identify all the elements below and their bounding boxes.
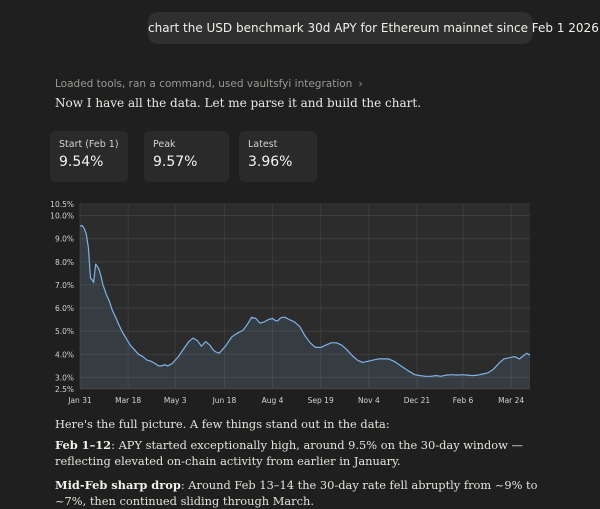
y-tick-label: 9.0% <box>55 235 74 244</box>
detail-paragraph-feb: Feb 1–12: APY started exceptionally high… <box>55 437 555 469</box>
apy-area <box>80 225 530 389</box>
x-tick-label: Sep 19 <box>308 396 334 405</box>
y-tick-label: 5.0% <box>55 327 74 336</box>
tools-summary-label: Loaded tools, ran a command, used vaults… <box>55 77 353 90</box>
apy-line <box>79 224 531 377</box>
apy-chart-svg: 2.5% 3.0% 4.0% 5.0% 6.0% 7.0% 8.0% 9.0% 10.0% 10.… <box>50 200 531 405</box>
y-tick-label: 10.5% <box>50 200 74 209</box>
x-tick-label: Jan 31 <box>67 396 92 405</box>
summary-paragraph: Here's the full picture. A few things st… <box>55 416 555 432</box>
y-tick-label: 8.0% <box>55 258 74 267</box>
stat-card-peak: Peak 9.57% <box>144 131 229 182</box>
y-tick-label: 7.0% <box>55 281 74 290</box>
stat-label: Peak <box>153 139 176 150</box>
chevron-right-icon: › <box>358 77 363 90</box>
assistant-intro-text: Now I have all the data. Let me parse it… <box>55 96 422 110</box>
x-tick-label: Mar 24 <box>498 396 524 405</box>
y-tick-label: 2.5% <box>55 385 74 394</box>
stat-card-start: Start (Feb 1) 9.54% <box>50 131 128 182</box>
x-tick-label: Mar 18 <box>115 396 141 405</box>
plot-background <box>80 204 530 389</box>
paragraph-text: Here's the full picture. A few things st… <box>55 417 390 431</box>
x-tick-label: Dec 21 <box>404 396 431 405</box>
paragraph-text: : APY started exceptionally high, around… <box>55 438 523 468</box>
x-tick-label: Aug 4 <box>262 396 284 405</box>
x-tick-label: Nov 4 <box>358 396 380 405</box>
apy-chart: 2.5% 3.0% 4.0% 5.0% 6.0% 7.0% 8.0% 9.0% 10.0% 10.… <box>50 195 532 408</box>
x-tick-label: Jun 18 <box>212 396 237 405</box>
x-tick-label: May 3 <box>164 396 187 405</box>
tools-summary-toggle[interactable]: Loaded tools, ran a command, used vaults… <box>55 77 363 90</box>
stat-value: 9.57% <box>153 154 198 170</box>
user-message: chart the USD benchmark 30d APY for Ethe… <box>148 12 599 44</box>
stat-card-latest: Latest 3.96% <box>239 131 317 182</box>
paragraph-lead: Feb 1–12 <box>55 438 112 452</box>
detail-paragraph-midfeb: Mid-Feb sharp drop: Around Feb 13–14 the… <box>55 477 555 509</box>
stat-value: 9.54% <box>59 154 104 170</box>
stat-label: Latest <box>248 139 278 150</box>
stat-value: 3.96% <box>248 154 293 170</box>
stat-label: Start (Feb 1) <box>59 139 119 150</box>
x-tick-label: Feb 6 <box>453 396 474 405</box>
y-tick-label: 10.0% <box>50 212 74 221</box>
y-tick-label: 3.0% <box>55 373 74 382</box>
y-tick-label: 4.0% <box>55 350 74 359</box>
y-tick-label: 6.0% <box>55 304 74 313</box>
paragraph-lead: Mid-Feb sharp drop <box>55 478 181 492</box>
